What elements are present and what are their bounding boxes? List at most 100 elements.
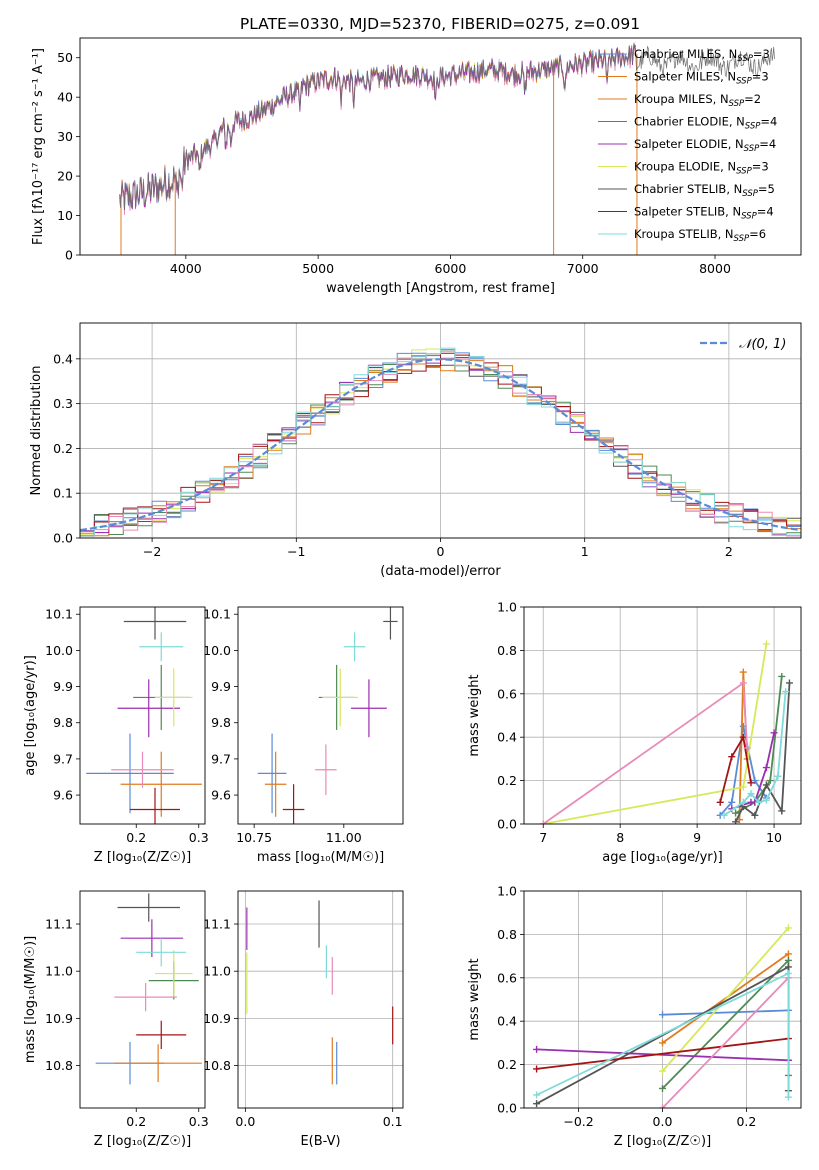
weight_vs_z-point-marker xyxy=(533,1065,541,1073)
weight_vs_z-series-line xyxy=(536,1037,789,1070)
spectrum-x-tick-label: 5000 xyxy=(302,261,334,276)
weight_vs_z-point-marker xyxy=(533,1091,541,1099)
mass_vs_z-x-label: Z [log₁₀(Z/Z☉)] xyxy=(94,1134,191,1149)
age_vs_mass-x-label: mass [log₁₀(M/M☉)] xyxy=(257,850,384,865)
mass_vs_z-x-tick-label: 0.2 xyxy=(126,1114,146,1129)
age_vs_mass-y-tick-label: 9.9 xyxy=(211,679,231,694)
weight_vs_age-series-line xyxy=(542,681,748,824)
spectrum-legend-label: Salpeter ELODIE, NSSP=4 xyxy=(634,137,776,154)
age_vs_z-x-tick-label: 0.3 xyxy=(189,830,209,845)
spectrum-legend-label: Salpeter MILES, NSSP=3 xyxy=(634,70,769,87)
spectrum-y-tick-label: 50 xyxy=(57,50,73,65)
spectrum-y-tick-label: 40 xyxy=(57,90,73,105)
weight_vs_z-y-tick-label: 0.0 xyxy=(497,1101,517,1116)
spectrum-y-tick-label: 30 xyxy=(57,129,73,144)
age_vs_mass-plot-area xyxy=(257,607,398,824)
weight_vs_age-point-marker xyxy=(728,753,736,761)
figure-title: PLATE=0330, MJD=52370, FIBERID=0275, z=0… xyxy=(240,15,640,33)
weight_vs_age-point-marker xyxy=(782,688,790,696)
age_vs_mass-x-tick-label: 10.75 xyxy=(236,830,272,845)
weight_vs_age-point-marker xyxy=(762,796,770,804)
weight_vs_age-y-label: mass weight xyxy=(467,674,482,756)
mass_vs_ebv-x-tick-label: 0.0 xyxy=(235,1114,255,1129)
spectrum-legend-label: Kroupa ELODIE, NSSP=3 xyxy=(634,160,769,177)
mass_vs_ebv-plot-area xyxy=(246,900,394,1085)
age_vs_mass-panel: 10.75 11.00 9.6 9.7 9.8 9.9 10.0 10.1 mass [log₁… xyxy=(203,606,404,865)
spectrum-y-label: Flux [fλ10⁻¹⁷ erg cm⁻² s⁻¹ A⁻¹] xyxy=(31,48,46,245)
weight_vs_z-point-marker xyxy=(784,1093,792,1101)
age_vs_z-x-tick-label: 0.2 xyxy=(126,830,146,845)
weight_vs_age-point-marker xyxy=(755,798,763,806)
weight_vs_z-x-tick-label: −0.2 xyxy=(563,1114,593,1129)
weight_vs_z-series-line xyxy=(662,1009,789,1016)
weight_vs_z-point-marker xyxy=(533,1045,541,1053)
weight_vs_z-point-marker xyxy=(784,969,792,977)
weight_vs_age-y-tick-label: 0.6 xyxy=(497,686,517,701)
residuals-plot-area xyxy=(80,347,801,537)
weight_vs_age-y-tick-label: 0.0 xyxy=(497,817,517,832)
residuals-y-tick-label: 0.2 xyxy=(53,441,73,456)
weight_vs_z-y-tick-label: 0.4 xyxy=(497,1014,517,1029)
weight_vs_age-point-marker xyxy=(747,790,755,798)
residual-histogram xyxy=(80,347,801,537)
weight_vs_z-point-marker xyxy=(659,1067,666,1075)
weight_vs_z-frame xyxy=(523,890,802,1109)
weight_vs_age-point-marker xyxy=(766,777,774,785)
weight_vs_age-series-line xyxy=(734,682,791,823)
residuals-x-tick-label: 0 xyxy=(437,544,445,559)
weight_vs_age-x-label: age [log₁₀(age/yr)] xyxy=(602,850,723,865)
age_vs_mass-y-tick-label: 10.1 xyxy=(203,607,231,622)
weight_vs_age-point-marker xyxy=(762,781,770,789)
weight_vs_age-x-tick-label: 8 xyxy=(616,830,624,845)
age_vs_z-y-label: age [log₁₀(age/yr)] xyxy=(23,655,38,776)
age_vs_z-x-label: Z [log₁₀(Z/Z☉)] xyxy=(94,850,191,865)
age_vs_mass-y-tick-label: 9.6 xyxy=(211,788,231,803)
spectrum-legend-label: Kroupa MILES, NSSP=2 xyxy=(634,92,761,109)
age_vs_z-y-tick-label: 10.1 xyxy=(45,607,73,622)
residuals-panel: −2 −1 0 1 2 0.0 0.1 0.2 0.3 0.4 (data-model)/error… xyxy=(29,322,802,579)
weight_vs_z-y-tick-label: 0.6 xyxy=(497,970,517,985)
spectrum-y-tick-label: 10 xyxy=(57,208,73,223)
weight_vs_age-point-marker xyxy=(743,744,751,752)
weight_vs_z-plot-area xyxy=(533,924,792,1108)
spectrum-x-label: wavelength [Angstrom, rest frame] xyxy=(326,281,555,296)
weight_vs_age-point-marker xyxy=(747,779,755,787)
mass_vs_ebv-x-tick-label: 0.1 xyxy=(383,1114,403,1129)
weight_vs_age-point-marker xyxy=(739,668,747,676)
spectrum-x-tick-label: 8000 xyxy=(699,261,731,276)
spectrum-legend-label: Salpeter STELIB, NSSP=4 xyxy=(634,205,774,222)
weight_vs_z-point-marker xyxy=(659,1011,666,1019)
weight_vs_age-point-marker xyxy=(762,640,770,648)
weight_vs_z-point-marker xyxy=(784,963,792,971)
spectrum-x-tick-label: 7000 xyxy=(567,261,599,276)
weight_vs_age-y-tick-label: 0.2 xyxy=(497,773,517,788)
weight_vs_age-x-tick-label: 9 xyxy=(693,830,701,845)
mass_vs_ebv-panel: 0.0 0.1 10.8 10.9 11.0 11.1 E(B-V) xyxy=(203,890,404,1149)
weight_vs_z-point-marker xyxy=(659,1104,666,1108)
weight_vs_age-y-tick-label: 1.0 xyxy=(497,600,517,615)
age_vs_mass-y-tick-label: 9.8 xyxy=(211,715,231,730)
mass_vs_z-y-tick-label: 11.1 xyxy=(45,917,73,932)
weight_vs_age-point-marker xyxy=(770,729,778,737)
spectrum-y-tick-label: 0 xyxy=(65,248,73,263)
weight_vs_age-x-tick-label: 10 xyxy=(766,830,782,845)
weight_vs_age-point-marker xyxy=(739,783,747,791)
spectrum-legend-label: Chabrier STELIB, NSSP=5 xyxy=(634,182,775,199)
age_vs_z-frame xyxy=(79,606,206,825)
mass_vs_z-y-label: mass [log₁₀(M/M☉)] xyxy=(23,936,38,1063)
age_vs_mass-y-tick-label: 10.0 xyxy=(203,643,231,658)
weight_vs_age-point-marker xyxy=(732,818,740,824)
spectrum-legend-label: Chabrier ELODIE, NSSP=4 xyxy=(634,115,777,132)
weight_vs_z-point-marker xyxy=(784,950,792,958)
weight_vs_age-point-marker xyxy=(728,798,736,806)
weight_vs_z-series-line xyxy=(536,1048,789,1062)
age_vs_z-y-tick-label: 10.0 xyxy=(45,643,73,658)
spectrum-data-line xyxy=(119,45,775,211)
weight_vs_z-point-marker xyxy=(659,1039,666,1047)
residuals-y-label: Normed distribution xyxy=(29,366,44,496)
weight_vs_age-point-marker xyxy=(739,798,747,806)
weight_vs_z-point-marker xyxy=(784,956,792,964)
residuals-frame xyxy=(79,322,802,539)
residuals-y-tick-label: 0.1 xyxy=(53,486,73,501)
